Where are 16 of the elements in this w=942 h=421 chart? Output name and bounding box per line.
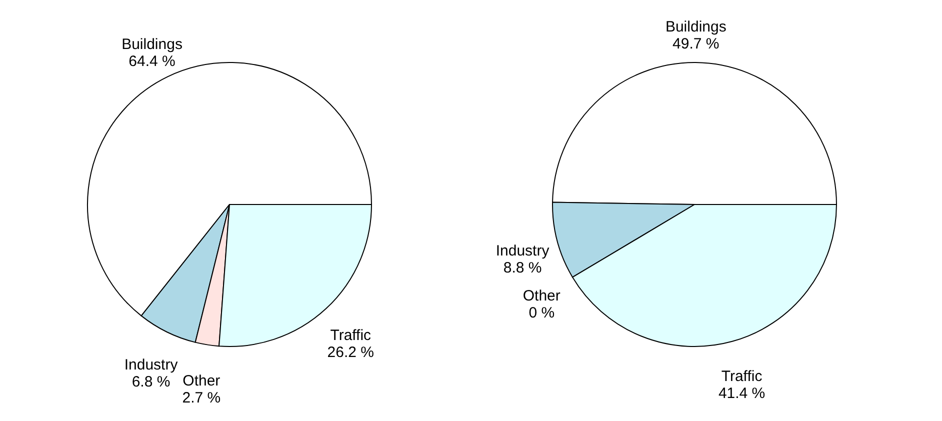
slice-label: Industry [496,242,550,260]
data-label: 6.8 % [132,373,170,390]
category-label: Other [522,288,560,305]
data-label: 41.4 % [718,385,766,402]
data-label: 8.8 % [503,259,542,276]
slice-label: Other [182,372,220,390]
slice-label: Buildings [122,36,182,54]
slice-label: Traffic [330,326,372,344]
slice-label: Traffic [721,368,763,386]
slice-label: Buildings [665,18,726,36]
data-label: 49.7 % [672,36,720,53]
data-label: 26.2 % [327,344,374,361]
text: 0 % [528,304,555,322]
data-label: 64.4 % [128,53,176,70]
data-label: 2.7 % [182,389,221,406]
slice-label: Industry [124,356,178,374]
